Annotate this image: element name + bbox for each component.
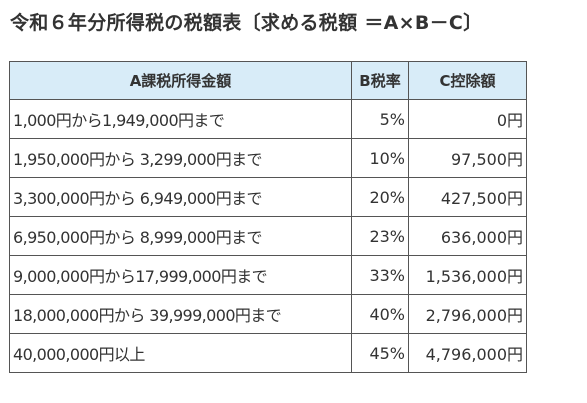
cell-deduction: 2,796,000円: [408, 294, 527, 334]
cell-taxable-income: 6,950,000円から 8,999,000円まで: [9, 216, 352, 256]
table-row: 6,950,000円から 8,999,000円まで 23% 636,000円: [9, 216, 527, 256]
cell-deduction: 4,796,000円: [408, 333, 527, 373]
table-row: 3,300,000円から 6,949,000円まで 20% 427,500円: [9, 177, 527, 217]
cell-tax-rate: 5%: [351, 99, 409, 139]
table-row: 1,000円から1,949,000円まで 5% 0円: [9, 99, 527, 139]
cell-tax-rate: 10%: [351, 138, 409, 178]
table-header: A課税所得金額 B税率 C控除額: [9, 61, 527, 100]
cell-taxable-income: 1,950,000円から 3,299,000円まで: [9, 138, 352, 178]
cell-taxable-income: 3,300,000円から 6,949,000円まで: [9, 177, 352, 217]
cell-tax-rate: 20%: [351, 177, 409, 217]
cell-deduction: 636,000円: [408, 216, 527, 256]
cell-deduction: 1,536,000円: [408, 255, 527, 295]
cell-taxable-income: 40,000,000円以上: [9, 333, 352, 373]
header-taxable-income: A課税所得金額: [9, 61, 352, 100]
cell-tax-rate: 40%: [351, 294, 409, 334]
cell-deduction: 0円: [408, 99, 527, 139]
cell-taxable-income: 1,000円から1,949,000円まで: [9, 99, 352, 139]
table-row: 18,000,000円から 39,999,000円まで 40% 2,796,00…: [9, 294, 527, 334]
header-tax-rate: B税率: [351, 61, 409, 100]
cell-tax-rate: 45%: [351, 333, 409, 373]
cell-deduction: 427,500円: [408, 177, 527, 217]
table-row: 40,000,000円以上 45% 4,796,000円: [9, 333, 527, 373]
cell-tax-rate: 33%: [351, 255, 409, 295]
table-row: 1,950,000円から 3,299,000円まで 10% 97,500円: [9, 138, 527, 178]
cell-taxable-income: 9,000,000円から17,999,000円まで: [9, 255, 352, 295]
cell-taxable-income: 18,000,000円から 39,999,000円まで: [9, 294, 352, 334]
cell-tax-rate: 23%: [351, 216, 409, 256]
table-header-row: A課税所得金額 B税率 C控除額: [9, 61, 527, 100]
table-row: 9,000,000円から17,999,000円まで 33% 1,536,000円: [9, 255, 527, 295]
header-deduction: C控除額: [408, 61, 527, 100]
table-body: 1,000円から1,949,000円まで 5% 0円 1,950,000円から …: [9, 99, 527, 373]
tax-rate-table: A課税所得金額 B税率 C控除額 1,000円から1,949,000円まで 5%…: [9, 61, 527, 373]
cell-deduction: 97,500円: [408, 138, 527, 178]
page-title: 令和６年分所得税の税額表〔求める税額 ＝A×B－C〕: [10, 12, 483, 34]
